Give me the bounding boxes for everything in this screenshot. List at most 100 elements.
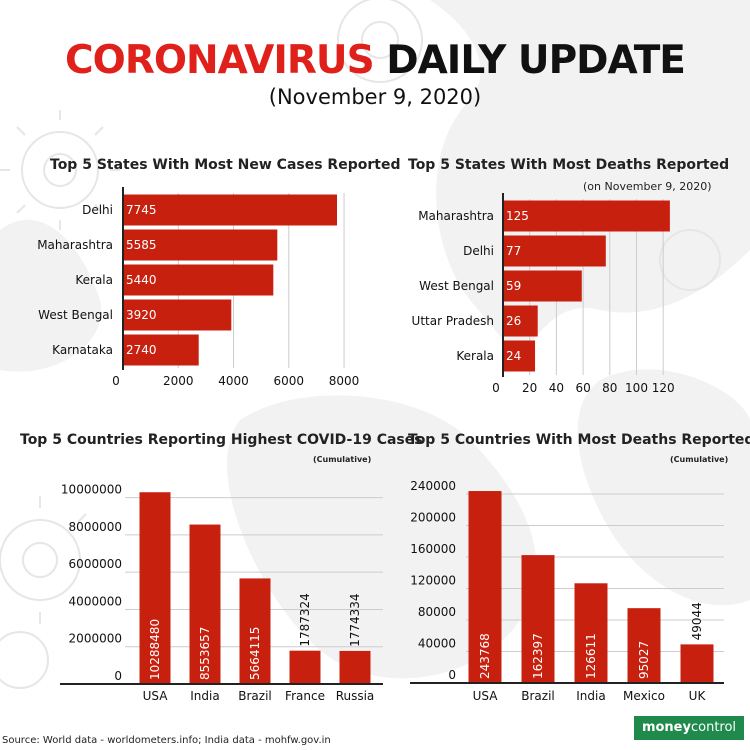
states-cases-tick-label: 4000 — [218, 374, 249, 388]
countries-deaths-tick-label: 120000 — [410, 574, 456, 588]
states-cases-bar — [123, 264, 274, 296]
states-deaths-category-label: Maharashtra — [418, 209, 494, 223]
countries-deaths-category-label: Mexico — [623, 689, 665, 703]
countries-cases-title: Top 5 Countries Reporting Highest COVID-… — [20, 432, 423, 448]
states-deaths-tick-label: 120 — [652, 381, 675, 395]
countries-deaths-bar — [521, 555, 555, 683]
countries-deaths-category-label: UK — [689, 689, 707, 703]
states-cases-category-label: Maharashtra — [37, 238, 113, 252]
brand-logo: moneycontrol — [634, 716, 744, 740]
states-deaths-tick-label: 60 — [575, 381, 590, 395]
countries-cases-bar — [239, 578, 271, 684]
countries-cases-tick-label: 4000000 — [69, 594, 122, 608]
countries-cases-category-label: USA — [143, 689, 169, 703]
states-deaths-tick-label: 20 — [522, 381, 537, 395]
countries-cases-bar — [339, 650, 371, 684]
countries-deaths-tick-label: 40000 — [418, 637, 456, 651]
states-cases-data-label: 7745 — [126, 203, 157, 217]
states-cases-tick-label: 6000 — [274, 374, 305, 388]
countries-deaths-data-label: 95027 — [637, 641, 651, 679]
countries-deaths-bar — [680, 644, 714, 683]
countries-deaths-category-label: USA — [473, 689, 499, 703]
states-deaths-data-label: 77 — [506, 244, 521, 258]
countries-cases-data-label: 10288480 — [148, 619, 162, 680]
countries-deaths-bar — [627, 608, 661, 683]
states-deaths-title: Top 5 States With Most Deaths Reported — [408, 157, 730, 173]
logo-word-2: control — [690, 720, 737, 735]
states-cases-data-label: 5585 — [126, 238, 157, 252]
page-subtitle: (November 9, 2020) — [268, 85, 482, 109]
countries-deaths-data-label: 49044 — [690, 602, 704, 640]
countries-deaths-data-label: 162397 — [531, 633, 545, 679]
states-cases-data-label: 3920 — [126, 308, 157, 322]
countries-cases-tick-label: 6000000 — [69, 557, 122, 571]
countries-deaths-tick-label: 240000 — [410, 479, 456, 493]
countries-deaths-tick-label: 80000 — [418, 605, 456, 619]
states-cases-tick-label: 8000 — [329, 374, 360, 388]
countries-cases-category-label: India — [190, 689, 219, 703]
countries-cases-bar — [139, 492, 171, 684]
countries-cases-data-label: 1787324 — [298, 593, 312, 646]
countries-cases-tick-label: 10000000 — [61, 483, 122, 497]
states-deaths-tick-label: 100 — [625, 381, 648, 395]
states-deaths-tick-label: 80 — [602, 381, 617, 395]
countries-deaths-category-label: Brazil — [521, 689, 555, 703]
countries-cases-tick-label: 2000000 — [69, 632, 122, 646]
states-deaths-bar — [503, 200, 670, 232]
states-cases-data-label: 5440 — [126, 273, 157, 287]
states-cases-bar — [123, 194, 337, 226]
states-cases-category-label: West Bengal — [38, 308, 113, 322]
countries-deaths-tick-label: 0 — [448, 668, 456, 682]
countries-cases-tick-label: 0 — [114, 669, 122, 683]
states-cases-bar — [123, 334, 199, 366]
title-highlight: CORONAVIRUS — [65, 38, 375, 83]
countries-deaths-note: (Cumulative) — [670, 455, 729, 464]
countries-deaths-data-label: 126611 — [584, 633, 598, 679]
states-cases-bar — [123, 299, 232, 331]
countries-deaths-tick-label: 200000 — [410, 511, 456, 525]
states-deaths-bar — [503, 270, 582, 302]
states-cases-title: Top 5 States With Most New Cases Reporte… — [50, 157, 401, 173]
states-deaths-category-label: West Bengal — [419, 279, 494, 293]
page-title: CORONAVIRUS DAILY UPDATE — [0, 38, 750, 83]
source-note: Source: World data - worldometers.info; … — [2, 735, 331, 746]
countries-deaths-title: Top 5 Countries With Most Deaths Reporte… — [408, 432, 750, 448]
states-deaths-tick-label: 0 — [492, 381, 500, 395]
countries-cases-tick-label: 8000000 — [69, 520, 122, 534]
states-cases-tick-label: 0 — [112, 374, 120, 388]
states-deaths-bar — [503, 340, 536, 372]
states-deaths-category-label: Delhi — [463, 244, 494, 258]
states-deaths-note: (on November 9, 2020) — [583, 180, 712, 193]
countries-cases-data-label: 1774334 — [348, 593, 362, 646]
countries-cases-data-label: 5664115 — [248, 627, 262, 680]
countries-deaths-data-label: 243768 — [478, 633, 492, 679]
states-deaths-category-label: Uttar Pradesh — [412, 314, 494, 328]
states-cases-category-label: Kerala — [75, 273, 113, 287]
countries-cases-bar — [289, 650, 321, 684]
states-deaths-data-label: 26 — [506, 314, 521, 328]
logo-word-1: money — [641, 720, 691, 735]
countries-cases-data-label: 8553657 — [198, 627, 212, 680]
countries-deaths-tick-label: 160000 — [410, 542, 456, 556]
states-cases-bar — [123, 229, 278, 261]
states-deaths-data-label: 24 — [506, 349, 521, 363]
states-cases-category-label: Karnataka — [52, 343, 113, 357]
states-deaths-bar — [503, 235, 606, 267]
countries-cases-category-label: Russia — [336, 689, 375, 703]
countries-cases-note: (Cumulative) — [313, 455, 372, 464]
countries-cases-category-label: Brazil — [238, 689, 272, 703]
countries-deaths-bar — [468, 491, 502, 683]
states-cases-data-label: 2740 — [126, 343, 157, 357]
countries-deaths-category-label: India — [576, 689, 605, 703]
states-deaths-category-label: Kerala — [456, 349, 494, 363]
states-deaths-data-label: 59 — [506, 279, 521, 293]
states-cases-tick-label: 2000 — [163, 374, 194, 388]
states-deaths-bar — [503, 305, 538, 337]
countries-deaths-bar — [574, 583, 608, 683]
countries-cases-bar — [189, 524, 221, 684]
title-rest: DAILY UPDATE — [386, 38, 686, 83]
states-cases-category-label: Delhi — [82, 203, 113, 217]
